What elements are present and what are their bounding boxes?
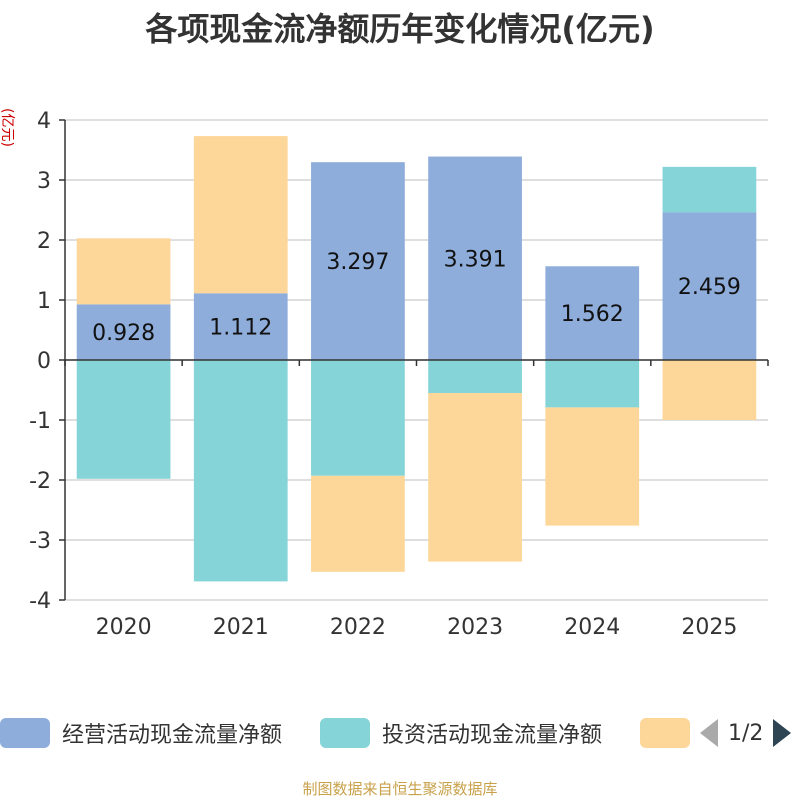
x-tick-label: 2020	[96, 615, 152, 640]
bars	[76, 136, 757, 582]
bar-investing-2022	[311, 360, 405, 476]
data-labels: 0.928 1.112 3.297 3.391 1.562 2.459	[92, 247, 741, 346]
y-tick-label: -1	[29, 409, 51, 434]
y-tick-label: 0	[37, 349, 51, 374]
y-tick-label: -2	[29, 469, 51, 494]
bar-operating-2022	[311, 162, 405, 360]
legend-label-investing: 投资活动现金流量净额	[382, 723, 603, 748]
y-tick-label: -4	[29, 589, 51, 614]
data-label: 3.297	[326, 250, 389, 275]
legend-prev-page-icon[interactable]	[700, 719, 718, 747]
data-label: 1.112	[209, 316, 272, 341]
legend-label-operating: 经营活动现金流量净额	[62, 723, 283, 748]
legend-item-operating[interactable]: 经营活动现金流量净额	[0, 718, 282, 748]
bar-chart: 4 3 2 1 0 -1 -2 -3 -4 2020 2021 2022 2023 2024 2025 0.…	[29, 109, 769, 640]
legend-swatch-financing	[640, 718, 690, 748]
bar-financing-2021	[193, 136, 288, 294]
bar-operating-2025	[662, 212, 757, 360]
y-tick-label: 1	[37, 289, 51, 314]
y-tick-label: -3	[29, 529, 51, 554]
data-label: 3.391	[444, 247, 507, 272]
bar-financing-2023	[428, 393, 522, 562]
y-tick-label: 3	[37, 169, 51, 194]
bar-financing-2024	[545, 407, 640, 526]
legend-item-financing[interactable]	[640, 718, 690, 748]
bar-operating-2021	[193, 293, 288, 360]
legend-pager: 1/2	[700, 718, 792, 748]
y-tick-label: 4	[37, 109, 51, 134]
data-label: 1.562	[561, 302, 624, 327]
bar-investing-2025	[662, 166, 757, 213]
grid-lines	[65, 119, 768, 601]
data-source-note: 制图数据来自恒生聚源数据库	[302, 780, 498, 798]
x-tick-label: 2024	[564, 615, 620, 640]
x-tick-label: 2025	[681, 615, 737, 640]
legend-swatch-operating	[0, 718, 50, 748]
chart-title: 各项现金流净额历年变化情况(亿元)	[145, 10, 655, 48]
x-tick-label: 2022	[330, 615, 386, 640]
data-label: 0.928	[92, 321, 155, 346]
legend-item-investing[interactable]: 投资活动现金流量净额	[320, 718, 602, 748]
bar-financing-2020	[76, 238, 171, 305]
x-tick-label: 2023	[447, 615, 503, 640]
bar-investing-2021	[193, 360, 288, 582]
bar-operating-2024	[545, 266, 640, 360]
y-tick-label: 2	[37, 229, 51, 254]
bar-financing-2022	[311, 475, 405, 572]
bar-financing-2025	[662, 360, 757, 420]
bar-operating-2020	[76, 304, 171, 360]
bar-operating-2023	[428, 156, 522, 360]
x-tick-label: 2021	[213, 615, 269, 640]
bar-investing-2023	[428, 360, 522, 393]
legend: 经营活动现金流量净额 投资活动现金流量净额 1/2	[0, 712, 800, 756]
bar-investing-2024	[545, 360, 640, 408]
legend-page-indicator: 1/2	[728, 720, 764, 746]
axes: 4 3 2 1 0 -1 -2 -3 -4 2020 2021 2022 2023 2024 2025	[29, 109, 769, 640]
bar-investing-2020	[76, 360, 171, 479]
data-label: 2.459	[678, 275, 741, 300]
legend-swatch-investing	[320, 718, 370, 748]
legend-next-page-icon[interactable]	[773, 719, 792, 747]
